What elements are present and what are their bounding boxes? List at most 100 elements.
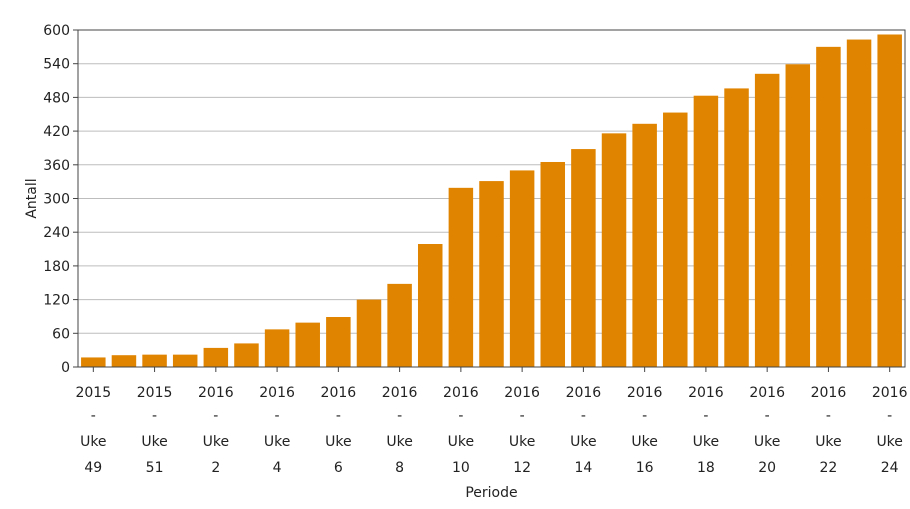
x-tick-year: 2016 [688, 385, 724, 401]
x-tick-sep: - [703, 408, 708, 424]
x-tick-uke: Uke [203, 434, 229, 450]
x-tick-uke: Uke [570, 434, 596, 450]
x-tick-week: 18 [697, 460, 715, 476]
x-tick-week: 8 [395, 460, 404, 476]
bars [81, 34, 902, 368]
bar-10 [387, 283, 412, 367]
bar-18 [632, 123, 657, 367]
x-tick-year: 2016 [382, 385, 418, 401]
y-tick-label: 540 [43, 57, 70, 73]
x-tick-uke: Uke [754, 434, 780, 450]
bar-23 [785, 64, 811, 367]
y-tick-label: 60 [52, 326, 70, 342]
bar-8 [326, 317, 351, 367]
y-tick-label: 600 [43, 23, 70, 39]
x-tick-uke: Uke [386, 434, 412, 450]
y-axis-ticks: 0 60 120 180 240 300 360 420 480 540 600 [43, 23, 78, 376]
bar-20 [693, 95, 719, 368]
x-tick-year: 2016 [566, 385, 602, 401]
bar-6 [264, 329, 290, 367]
bar-14 [509, 170, 535, 367]
x-tick-week: 12 [513, 460, 531, 476]
y-tick-label: 180 [43, 259, 70, 275]
x-tick-sep: - [826, 408, 831, 424]
x-tick-sep: - [765, 408, 770, 424]
x-tick-uke: Uke [631, 434, 657, 450]
x-tick-label: 2016 - Uke 16 [627, 367, 663, 476]
x-tick-sep: - [458, 408, 463, 424]
x-tick-uke: Uke [876, 434, 902, 450]
bar-22 [754, 73, 780, 367]
y-axis-label: Antall [24, 178, 40, 218]
x-tick-sep: - [887, 408, 892, 424]
x-tick-uke: Uke [264, 434, 290, 450]
x-tick-label: 2016 - Uke 18 [688, 367, 724, 476]
x-tick-year: 2016 [872, 385, 908, 401]
bar-26 [877, 34, 902, 368]
x-tick-year: 2015 [75, 385, 111, 401]
y-tick-label: 240 [43, 225, 70, 241]
x-tick-uke: Uke [509, 434, 535, 450]
x-tick-sep: - [152, 408, 157, 424]
x-tick-uke: Uke [325, 434, 351, 450]
bar-3 [172, 354, 198, 367]
bar-9 [356, 299, 382, 367]
x-tick-label: 2016 - Uke 6 [321, 367, 357, 476]
bar-0 [81, 357, 106, 367]
x-tick-year: 2016 [811, 385, 847, 401]
x-tick-year: 2016 [198, 385, 234, 401]
x-tick-label: 2016 - Uke 8 [382, 367, 418, 476]
x-tick-label: 2016 - Uke 22 [811, 367, 847, 476]
x-tick-week: 2 [211, 460, 220, 476]
bar-13 [479, 181, 504, 367]
x-tick-label: 2016 - Uke 20 [749, 367, 785, 476]
y-tick-label: 480 [43, 90, 70, 106]
bar-1 [111, 355, 137, 367]
x-tick-uke: Uke [448, 434, 474, 450]
x-tick-label: 2016 - Uke 12 [504, 367, 540, 476]
y-tick-label: 0 [61, 360, 70, 376]
y-tick-label: 360 [43, 158, 70, 174]
plot-area-frame [77, 29, 906, 368]
x-tick-week: 24 [881, 460, 899, 476]
bar-11 [417, 244, 443, 367]
x-tick-sep: - [213, 408, 218, 424]
bar-21 [724, 88, 749, 367]
x-tick-week: 6 [334, 460, 343, 476]
x-tick-sep: - [397, 408, 402, 424]
x-tick-year: 2016 [443, 385, 479, 401]
bar-16 [571, 149, 596, 367]
x-tick-label: 2016 - Uke 2 [198, 367, 234, 476]
x-tick-week: 51 [146, 460, 164, 476]
x-tick-year: 2016 [504, 385, 540, 401]
bar-2 [142, 354, 167, 367]
x-tick-uke: Uke [80, 434, 106, 450]
y-tick-label: 420 [43, 124, 70, 140]
x-tick-uke: Uke [141, 434, 167, 450]
bar-19 [663, 112, 688, 367]
x-tick-label: 2016 - Uke 4 [259, 367, 295, 476]
x-tick-week: 49 [84, 460, 102, 476]
x-tick-sep: - [91, 408, 96, 424]
x-tick-year: 2016 [259, 385, 295, 401]
x-tick-year: 2016 [749, 385, 785, 401]
x-tick-week: 4 [273, 460, 282, 476]
x-tick-week: 22 [820, 460, 838, 476]
x-tick-label: 2016 - Uke 14 [566, 367, 602, 476]
bar-7 [295, 322, 320, 367]
bar-24 [816, 46, 841, 367]
x-tick-label: 2015 - Uke 51 [137, 367, 173, 476]
x-tick-uke: Uke [693, 434, 719, 450]
y-tick-label: 300 [43, 192, 70, 208]
y-tick-label: 120 [43, 293, 70, 309]
x-tick-year: 2015 [137, 385, 173, 401]
x-tick-sep: - [520, 408, 525, 424]
bar-4 [203, 347, 229, 367]
x-tick-week: 16 [636, 460, 654, 476]
x-axis-ticks: 2015 - Uke 49 2015 - Uke 51 2016 - Uke 2 2016 - Uke 4 20… [75, 367, 908, 476]
x-tick-year: 2016 [321, 385, 357, 401]
x-tick-sep: - [581, 408, 586, 424]
x-tick-year: 2016 [627, 385, 663, 401]
x-tick-week: 14 [574, 460, 592, 476]
